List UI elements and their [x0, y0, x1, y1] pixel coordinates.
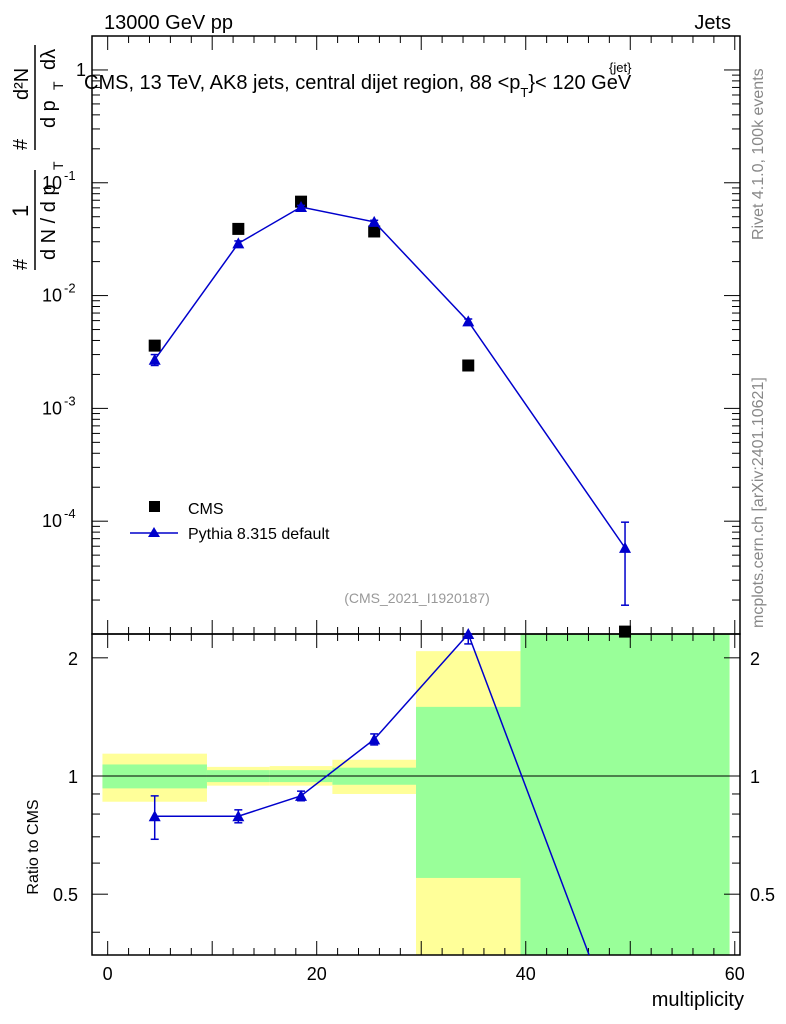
main-ytick-exp-3: -3 [64, 393, 76, 408]
ratio-frame-box [91, 633, 741, 956]
ylabel-dpt: d p [38, 100, 60, 128]
chart-title: CMS, 13 TeV, AK8 jets, central dijet reg… [84, 72, 632, 100]
ratio-point-2 [295, 789, 308, 801]
ratio-ytick-label-right-0: 0.5 [750, 885, 775, 905]
ratio-point-3 [368, 733, 381, 745]
main-axis-ticks: 110-110-210-310-4 [42, 35, 740, 635]
pythia-point-1 [232, 237, 245, 249]
pythia-point-3 [368, 215, 381, 227]
legend-label-pythia: Pythia 8.315 default [188, 526, 330, 543]
ylabel-sub-t-2: T [50, 81, 66, 90]
ratio-plot-frame [91, 633, 741, 956]
ratio-ytick-label-right-2: 2 [750, 649, 760, 669]
title-main: CMS, 13 TeV, AK8 jets, central dijet reg… [84, 72, 520, 94]
main-ytick-label-0: 1 [76, 60, 86, 80]
ratio-point-1 [232, 810, 245, 822]
pythia-point-5 [619, 541, 632, 553]
main-series [148, 195, 632, 638]
ratio-point-0 [148, 810, 161, 822]
ratio-axis-ticks: 0.5 0.51 12 20 20 40 60 [53, 634, 775, 984]
title-sup: {jet} [609, 60, 632, 75]
band-hole-4 [416, 877, 521, 955]
main-ytick-exp-1: -1 [64, 168, 76, 183]
cms-point-1 [232, 222, 245, 235]
legend-marker-cms [149, 501, 160, 512]
cms-point-4 [462, 359, 475, 372]
side-label-rivet: Rivet 4.1.0, 100k events [750, 68, 767, 240]
main-ytick-label-2: 10 [42, 286, 62, 306]
ratio-ytick-label-left-0: 0.5 [53, 885, 78, 905]
top-y-axis-label: # 1 d N / d p T # d²N d p T dλ [8, 45, 66, 270]
main-ytick-label-3: 10 [42, 398, 62, 418]
xtick-label-0: 0 [103, 964, 113, 984]
title-tail: }< 120 GeV [528, 72, 632, 94]
ratio-point-4 [462, 628, 475, 639]
ylabel-d2n: d²N [11, 68, 33, 100]
ratio-uncertainty-bands [102, 634, 730, 955]
ylabel-dlambda: dλ [38, 49, 60, 70]
ratio-series [148, 628, 590, 956]
main-ytick-exp-2: -2 [64, 281, 76, 296]
ratio-y-axis-label: Ratio to CMS [25, 799, 42, 894]
legend-marker-pythia [148, 527, 160, 537]
ratio-ytick-label-right-1: 1 [750, 767, 760, 787]
cms-point-0 [148, 339, 161, 352]
header-right: Jets [694, 12, 731, 34]
ratio-ytick-label-left-2: 2 [68, 649, 78, 669]
cms-point-5 [619, 625, 632, 638]
ylabel-hash-2: # [10, 138, 32, 150]
side-label-mcplots: mcplots.cern.ch [arXiv:2401.10621] [750, 377, 767, 628]
legend: CMS Pythia 8.315 default [130, 501, 330, 543]
ylabel-sub-t-1: T [50, 161, 66, 170]
ylabel-denominator: d N / d p [38, 184, 60, 260]
pythia-point-0 [148, 353, 161, 365]
xtick-label-3: 60 [725, 964, 745, 984]
main-ytick-label-4: 10 [42, 511, 62, 531]
analysis-watermark: (CMS_2021_I1920187) [344, 590, 490, 606]
pythia-line [154, 206, 626, 549]
pythia-point-2 [295, 200, 308, 212]
band-inner-5 [520, 634, 730, 955]
main-frame [91, 35, 741, 635]
main-plot-frame [91, 35, 741, 635]
xtick-label-2: 40 [516, 964, 536, 984]
ylabel-hash-1: # [10, 258, 32, 270]
main-ytick-label-1: 10 [42, 173, 62, 193]
ratio-ytick-label-left-1: 1 [68, 767, 78, 787]
main-ytick-exp-4: -4 [64, 506, 76, 521]
x-axis-label: multiplicity [652, 989, 744, 1011]
ratio-pythia-line [154, 632, 590, 956]
header-left: 13000 GeV pp [104, 12, 233, 34]
legend-label-cms: CMS [188, 501, 224, 518]
ylabel-one: 1 [8, 205, 33, 217]
xtick-label-1: 20 [307, 964, 327, 984]
title-sub: T [520, 85, 528, 100]
cms-point-3 [368, 225, 381, 238]
pythia-point-4 [462, 315, 475, 327]
